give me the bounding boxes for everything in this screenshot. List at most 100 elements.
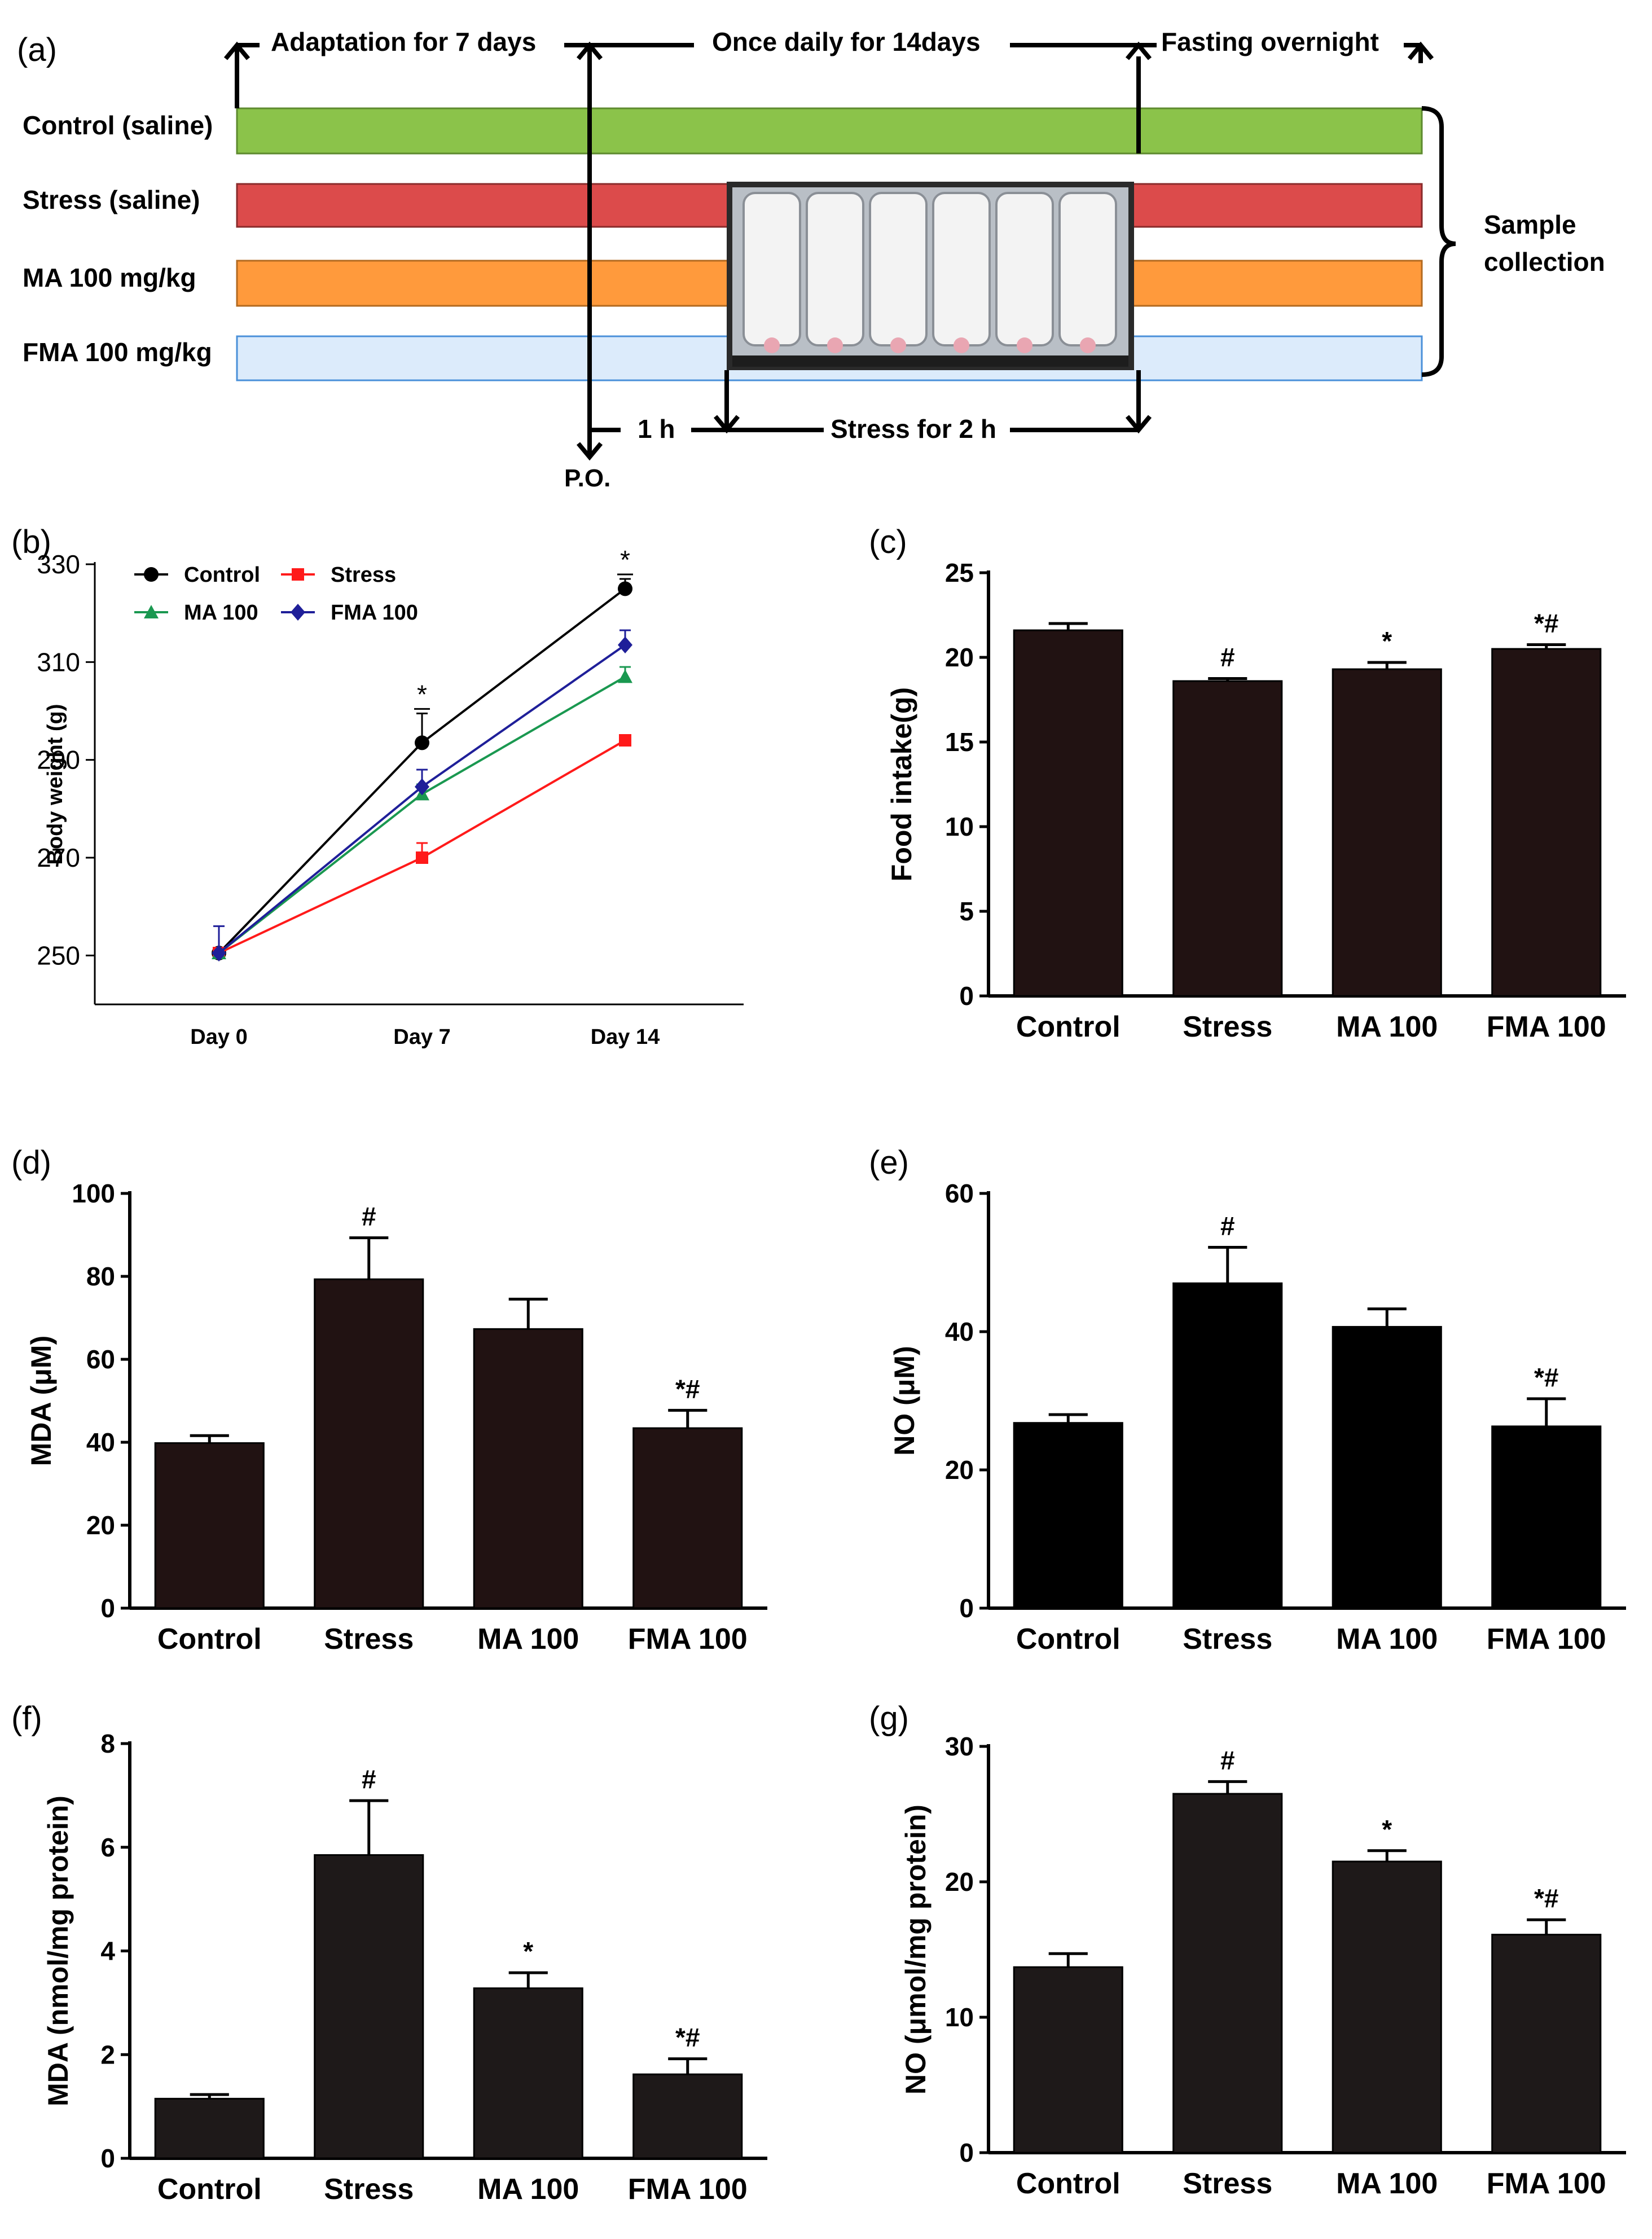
bar-stress: [1172, 1793, 1283, 2154]
x-tick-label: Stress: [324, 2173, 414, 2206]
significance-mark: #: [1220, 1745, 1235, 1775]
bar-control: [1013, 1422, 1123, 1609]
significance-mark: #: [1220, 643, 1235, 672]
marker-point: [619, 734, 631, 747]
phase-adaptation: Adaptation for 7 days: [271, 27, 536, 56]
y-tick-label: 8: [100, 1729, 115, 1758]
bar-stress: [314, 1278, 424, 1609]
y-axis-label: Body weight (g): [43, 704, 67, 865]
bar-control: [154, 1442, 265, 1609]
y-axis-label: MDA (μM): [25, 1336, 57, 1466]
y-tick-label: 0: [100, 1593, 115, 1623]
x-tick-label: MA 100: [1336, 2167, 1438, 2200]
significance-mark: #: [362, 1764, 376, 1794]
panel-label-e: (e): [869, 1144, 909, 1181]
panel-e-no-serum: (e) 0 20 40 60 NO (μM) Control Stress # MA 100 FMA…: [869, 1144, 1626, 1656]
marker-point: [415, 735, 429, 750]
panel-f-mda-tissue: (f) 0 2 4 6 8 MDA (nmol/mg protein) Control Stre…: [11, 1700, 767, 2206]
experimental-scheme: (a) Control (saline) Stress (saline) MA …: [17, 27, 1605, 492]
significance-mark: *#: [675, 2023, 700, 2052]
x-tick-label: Control: [1016, 2167, 1121, 2200]
bar-stress: [1172, 680, 1283, 997]
y-tick-label: 100: [72, 1179, 115, 1208]
bar-ma-100: [1332, 1325, 1442, 1609]
panel-label-a: (a): [17, 32, 57, 68]
sample-label-2: collection: [1484, 247, 1605, 276]
y-tick-label: 0: [100, 2144, 115, 2173]
x-tick-label: FMA 100: [628, 1623, 748, 1656]
y-tick-label: 25: [945, 558, 974, 587]
marker-point: [416, 851, 428, 864]
bar-control-saline: [236, 107, 1423, 155]
x-tick-label: Control: [1016, 1011, 1121, 1043]
y-tick-label: 40: [86, 1428, 115, 1457]
panel-b-body-weight: (b) 250 270 290 310 330 Body weight (g) Day 0 Da…: [11, 524, 744, 1049]
x-tick-label: MA 100: [477, 1623, 579, 1656]
x-tick-label: FMA 100: [628, 2173, 748, 2206]
x-tick-label: Stress: [1183, 1011, 1272, 1043]
bar-ma-100: [1332, 1860, 1442, 2154]
bar-fma-100: [1491, 1425, 1602, 1609]
significance-mark: *#: [675, 1374, 700, 1403]
group-label-control: Control (saline): [23, 111, 213, 140]
stress-2h-label: Stress for 2 h: [831, 414, 996, 444]
bar-ma-100: [1332, 668, 1442, 997]
significance-mark: *: [620, 545, 630, 574]
restraint-tube-photo: [727, 182, 1134, 370]
panel-c-food-intake: (c) 0 5 10 15 20 25 Food intake(g) Control Stress…: [869, 524, 1626, 1043]
panel-label-f: (f): [11, 1700, 42, 1737]
panel-label-g: (g): [869, 1700, 909, 1737]
y-tick-label: 20: [945, 643, 974, 672]
legend-label: MA 100: [184, 601, 258, 625]
sample-brace: [1421, 106, 1456, 377]
y-tick-label: 10: [945, 812, 974, 841]
significance-mark: #: [362, 1202, 376, 1231]
y-tick-label: 60: [945, 1179, 974, 1208]
x-tick-label: Stress: [324, 1623, 414, 1656]
group-label-stress: Stress (saline): [23, 185, 200, 214]
y-tick-label: 30: [945, 1732, 974, 1761]
marker-point: [618, 581, 632, 596]
panel-label-c: (c): [869, 524, 907, 560]
significance-mark: *: [417, 679, 427, 709]
group-label-fma: FMA 100 mg/kg: [23, 337, 212, 367]
y-tick-label: 60: [86, 1345, 115, 1374]
y-axis-label: NO (μM): [889, 1346, 920, 1455]
panel-g-no-tissue: (g) 0 10 20 30 NO (μmol/mg protein) Control Str…: [869, 1700, 1626, 2200]
y-tick-label: 15: [945, 727, 974, 757]
legend-label: FMA 100: [331, 601, 418, 625]
phase-fasting: Fasting overnight: [1161, 27, 1379, 56]
marker-point: [292, 568, 304, 581]
y-tick-label: 6: [100, 1833, 115, 1862]
x-tick-label: Stress: [1183, 1623, 1272, 1656]
marker-point: [144, 605, 159, 618]
significance-mark: *#: [1534, 1884, 1558, 1913]
legend-label: Control: [184, 563, 260, 587]
y-tick-label: 80: [86, 1262, 115, 1291]
one-hour-label: 1 h: [638, 414, 675, 444]
bottom-timeline: [576, 340, 1152, 461]
sample-label-1: Sample: [1484, 210, 1576, 239]
bar-control: [154, 2097, 265, 2159]
x-tick-label: Control: [1016, 1623, 1121, 1656]
x-tick-label: Stress: [1183, 2167, 1272, 2200]
y-tick-label: 20: [945, 1867, 974, 1896]
bar-control: [1013, 1966, 1123, 2154]
y-axis-label: MDA (nmol/mg protein): [42, 1795, 74, 2106]
x-tick-label: Day 0: [190, 1025, 247, 1049]
significance-mark: #: [1220, 1211, 1235, 1241]
panel-label-d: (d): [11, 1144, 51, 1181]
marker-point: [144, 567, 159, 582]
bar-stress: [314, 1854, 424, 2159]
x-tick-label: MA 100: [477, 2173, 579, 2206]
bar-ma-100: [473, 1328, 583, 1609]
marker-point: [212, 945, 226, 962]
x-tick-label: FMA 100: [1487, 2167, 1606, 2200]
phase-once-daily: Once daily for 14days: [712, 27, 981, 56]
y-tick-label: 250: [37, 941, 80, 970]
x-tick-label: MA 100: [1336, 1623, 1438, 1656]
y-tick-label: 330: [37, 550, 80, 579]
top-timeline: [223, 41, 1434, 108]
legend-label: Stress: [331, 563, 396, 587]
